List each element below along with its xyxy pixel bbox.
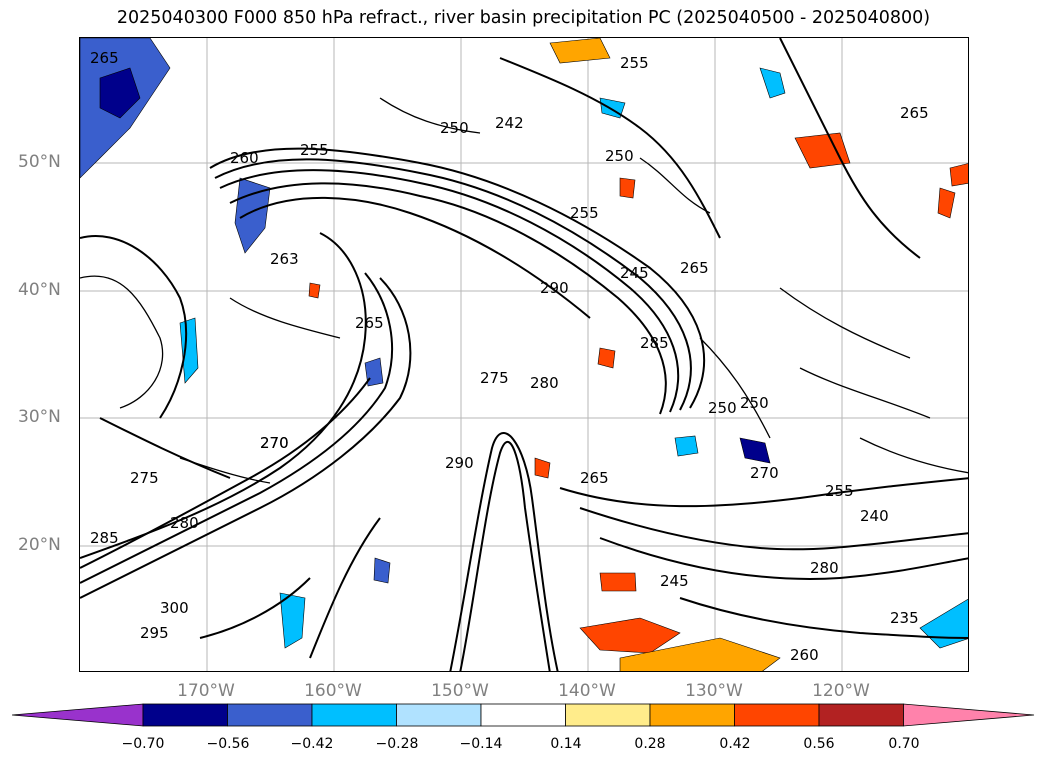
colorbar-cell xyxy=(818,703,904,727)
contour-label: 300 xyxy=(160,599,189,617)
colorbar-extend-right xyxy=(903,703,1035,727)
contour-label: 255 xyxy=(570,204,599,222)
contour-label: 265 xyxy=(355,314,384,332)
contour-label: 275 xyxy=(130,469,159,487)
colorbar-tick: 0.70 xyxy=(888,736,920,752)
colorbar-tick: −0.56 xyxy=(206,736,250,752)
colorbar-cell xyxy=(396,703,482,727)
contour-label: 260 xyxy=(230,149,259,167)
map-plot-area: 265 255 250 242 255 250 260 255 250 245 … xyxy=(79,37,969,672)
contour-label: 275 xyxy=(480,369,509,387)
colorbar-tick: −0.14 xyxy=(459,736,503,752)
contour-label: 265 xyxy=(680,259,709,277)
colorbar-tick: −0.70 xyxy=(121,736,165,752)
refractivity-contours xyxy=(80,38,968,671)
contour-label: 250 xyxy=(605,147,634,165)
contour-label: 280 xyxy=(170,514,199,532)
contour-label: 250 xyxy=(708,399,737,417)
colorbar-cell xyxy=(311,703,397,727)
lon-label-140w: 140°W xyxy=(558,681,616,701)
colorbar-cell xyxy=(565,703,651,727)
contour-label: 265 xyxy=(90,49,119,67)
refractivity-contours-thin xyxy=(80,97,968,484)
lat-label-40n: 40°N xyxy=(18,280,61,300)
lat-label-30n: 30°N xyxy=(18,407,61,427)
lat-label-20n: 20°N xyxy=(18,535,61,555)
lon-label-120w: 120°W xyxy=(812,681,870,701)
colorbar-tick: −0.42 xyxy=(290,736,334,752)
colorbar xyxy=(12,703,1035,727)
colorbar-extend-left xyxy=(12,703,144,727)
lon-label-160w: 160°W xyxy=(304,681,362,701)
colorbar-tick: 0.28 xyxy=(634,736,666,752)
lat-label-50n: 50°N xyxy=(18,152,61,172)
colorbar-tick: 0.56 xyxy=(803,736,835,752)
colorbar-cell xyxy=(480,703,566,727)
lon-label-170w: 170°W xyxy=(177,681,235,701)
contour-label: 285 xyxy=(90,529,119,547)
precip-positive-patches xyxy=(308,38,968,671)
contour-label: 260 xyxy=(790,646,819,664)
contour-label: 240 xyxy=(860,507,889,525)
contour-label: 290 xyxy=(445,454,474,472)
contour-label: 250 xyxy=(440,119,469,137)
contour-label: 265 xyxy=(580,469,609,487)
contour-label: 255 xyxy=(620,54,649,72)
lon-label-150w: 150°W xyxy=(431,681,489,701)
contour-label: 245 xyxy=(660,572,689,590)
contour-label: 255 xyxy=(825,482,854,500)
contour-label: 235 xyxy=(890,609,919,627)
colorbar-cell xyxy=(649,703,735,727)
precip-negative-patches xyxy=(80,38,968,649)
map-svg: 265 255 250 242 255 250 260 255 250 245 … xyxy=(80,38,968,671)
contour-label: 280 xyxy=(530,374,559,392)
contour-label: 270 xyxy=(260,434,289,452)
contour-label: 265 xyxy=(900,104,929,122)
colorbar-cell xyxy=(142,703,228,727)
contour-label: 255 xyxy=(300,141,329,159)
contour-label: 270 xyxy=(750,464,779,482)
contour-label: 270 xyxy=(260,434,289,452)
lon-label-130w: 130°W xyxy=(685,681,743,701)
contour-label: 295 xyxy=(140,624,169,642)
contour-label: 285 xyxy=(640,334,669,352)
colorbar-cell xyxy=(734,703,820,727)
colorbar-tick: −0.28 xyxy=(375,736,419,752)
map-title: 2025040300 F000 850 hPa refract., river … xyxy=(116,8,931,28)
contour-label: 250 xyxy=(740,394,769,412)
colorbar-cell xyxy=(227,703,313,727)
colorbar-cells xyxy=(12,703,1035,727)
colorbar-tick: 0.14 xyxy=(550,736,582,752)
colorbar-tick: 0.42 xyxy=(719,736,751,752)
contour-label: 290 xyxy=(540,279,569,297)
contour-label: 263 xyxy=(270,250,299,268)
contour-labels: 265 255 250 242 255 250 260 255 250 245 … xyxy=(90,49,929,664)
contour-label: 280 xyxy=(810,559,839,577)
contour-label: 245 xyxy=(620,264,649,282)
contour-label: 242 xyxy=(495,114,524,132)
